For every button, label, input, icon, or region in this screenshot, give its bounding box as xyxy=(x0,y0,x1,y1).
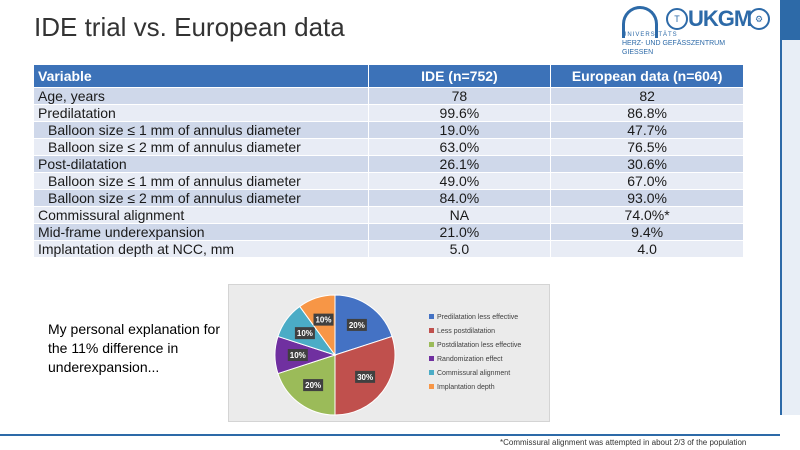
pie-data-label: 20% xyxy=(305,381,321,390)
pie-label-background xyxy=(355,370,376,383)
personal-explanation-note: My personal explanation for the 11% diff… xyxy=(48,321,220,375)
table-row: Balloon size ≤ 2 mm of annulus diameter 8… xyxy=(33,189,744,207)
row-ide-value: 5.0 xyxy=(367,240,552,258)
ukgm-logo: T UKGM ⚙ UNIVERSITÄTS HERZ- UND GEFÄSSZE… xyxy=(590,2,780,60)
logo-t-badge-icon: T xyxy=(666,8,688,30)
pie-data-label: 10% xyxy=(315,316,331,325)
row-european-value: 76.5% xyxy=(550,138,744,156)
pie-label-background xyxy=(346,318,367,331)
row-label: Balloon size ≤ 2 mm of annulus diameter xyxy=(33,138,369,156)
explanation-pie-chart: 20% 30% 20% 10% 10% 10% Predilatation less eff… xyxy=(228,284,550,422)
row-ide-value: 21.0% xyxy=(367,223,552,241)
row-ide-value: 49.0% xyxy=(367,172,552,190)
table-header-row: Variable IDE (n=752) European data (n=60… xyxy=(33,64,744,88)
logo-arc-icon xyxy=(622,6,658,38)
row-ide-value: 26.1% xyxy=(367,155,552,173)
row-label: Balloon size ≤ 1 mm of annulus diameter xyxy=(33,121,369,139)
row-european-value: 74.0%* xyxy=(550,206,744,224)
table-row: Balloon size ≤ 2 mm of annulus diameter 6… xyxy=(33,138,744,156)
row-ide-value: NA xyxy=(367,206,552,224)
pie-label-background xyxy=(287,349,308,361)
legend-entry: Postdilatation less effective xyxy=(437,342,521,349)
legend-entry: Less postdilatation xyxy=(437,328,495,335)
table-row: Implantation depth at NCC, mm 5.0 4.0 xyxy=(33,240,744,258)
header-variable: Variable xyxy=(33,64,369,88)
table-row: Predilatation 99.6% 86.8% xyxy=(33,104,744,122)
pie-label-background xyxy=(303,379,324,392)
table-row: Mid-frame underexpansion 21.0% 9.4% xyxy=(33,223,744,241)
row-ide-value: 99.6% xyxy=(367,104,552,122)
row-european-value: 67.0% xyxy=(550,172,744,190)
legend-swatch xyxy=(429,370,434,375)
legend-swatch xyxy=(429,356,434,361)
table-row: Post-dilatation 26.1% 30.6% xyxy=(33,155,744,173)
row-ide-value: 19.0% xyxy=(367,121,552,139)
row-european-value: 9.4% xyxy=(550,223,744,241)
table-row: Balloon size ≤ 1 mm of annulus diameter 1… xyxy=(33,121,744,139)
row-european-value: 47.7% xyxy=(550,121,744,139)
table-row: Balloon size ≤ 1 mm of annulus diameter 4… xyxy=(33,172,744,190)
row-ide-value: 63.0% xyxy=(367,138,552,156)
legend-swatch xyxy=(429,314,434,319)
row-european-value: 30.6% xyxy=(550,155,744,173)
legend-swatch xyxy=(429,342,434,347)
logo-line-3: GIESSEN xyxy=(622,49,654,56)
row-label: Post-dilatation xyxy=(33,155,369,173)
row-european-value: 93.0% xyxy=(550,189,744,207)
row-label: Age, years xyxy=(33,87,369,105)
logo-wordmark: UKGM xyxy=(688,6,752,31)
row-label: Mid-frame underexpansion xyxy=(33,223,369,241)
table-row: Age, years 78 82 xyxy=(33,87,744,105)
pie-data-label: 10% xyxy=(297,329,313,338)
header-ide: IDE (n=752) xyxy=(367,64,552,88)
pie-data-label: 20% xyxy=(349,321,365,330)
row-european-value: 86.8% xyxy=(550,104,744,122)
legend-swatch xyxy=(429,328,434,333)
pie-chart-svg: 20%30%20%10%10%10% Predilatation less eff… xyxy=(274,294,521,416)
table-row: Commissural alignment NA 74.0%* xyxy=(33,206,744,224)
header-european: European data (n=604) xyxy=(550,64,744,88)
row-ide-value: 84.0% xyxy=(367,189,552,207)
row-label: Implantation depth at NCC, mm xyxy=(33,240,369,258)
legend-entry: Randomization effect xyxy=(437,356,503,363)
footnote: *Commissural alignment was attempted in … xyxy=(500,438,747,447)
pie-data-label: 10% xyxy=(290,351,306,360)
footer-divider xyxy=(0,434,780,436)
row-label: Commissural alignment xyxy=(33,206,369,224)
right-accent-panel xyxy=(782,40,800,415)
row-label: Predilatation xyxy=(33,104,369,122)
legend-entry: Implantation depth xyxy=(437,384,495,391)
logo-line-2: HERZ- UND GEFÄSSZENTRUM xyxy=(622,40,726,47)
row-label: Balloon size ≤ 2 mm of annulus diameter xyxy=(33,189,369,207)
row-ide-value: 78 xyxy=(367,87,552,105)
legend-entry: Predilatation less effective xyxy=(437,314,518,321)
legend-swatch xyxy=(429,384,434,389)
pie-data-label: 30% xyxy=(357,373,373,382)
comparison-table: Variable IDE (n=752) European data (n=60… xyxy=(33,64,744,258)
logo-line-1: UNIVERSITÄTS xyxy=(622,32,678,38)
slide-title: IDE trial vs. European data xyxy=(34,12,345,42)
table-body: Age, years 78 82 Predilatation 99.6% 86.8% Bal… xyxy=(33,87,744,258)
row-label: Balloon size ≤ 1 mm of annulus diameter xyxy=(33,172,369,190)
legend-entry: Commissural alignment xyxy=(437,370,510,377)
logo-seal-icon: ⚙ xyxy=(748,8,770,30)
pie-label-background xyxy=(294,327,315,340)
row-european-value: 82 xyxy=(550,87,744,105)
pie-label-background xyxy=(313,313,334,326)
row-european-value: 4.0 xyxy=(550,240,744,258)
